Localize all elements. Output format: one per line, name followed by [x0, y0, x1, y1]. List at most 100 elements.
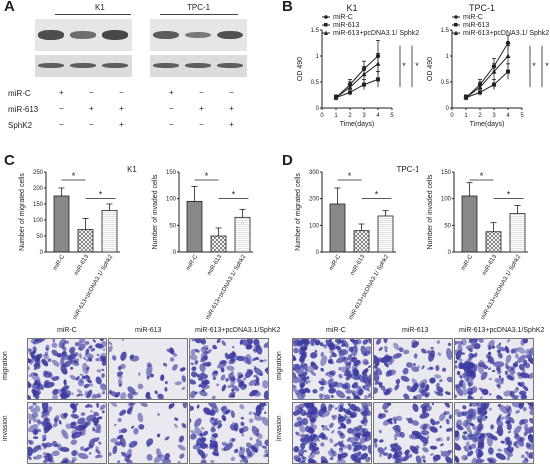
x-tick-label: miR-C [53, 253, 67, 271]
blot-mark: + [59, 88, 64, 97]
bar [186, 200, 203, 253]
series-line [335, 55, 379, 98]
panel-label-d: D [282, 152, 293, 169]
legend-label: miR-C [463, 14, 483, 21]
micrograph-image [27, 338, 107, 400]
legend-marker [324, 23, 328, 27]
micrograph-image [454, 402, 534, 464]
y-tick-label: 0 [173, 250, 177, 256]
legend-marker [454, 23, 458, 27]
blot-mark: + [229, 104, 234, 113]
cell-layer [455, 339, 533, 399]
blot-loading-band [217, 63, 243, 68]
data-point [375, 61, 381, 66]
y-tick-label: 250 [33, 170, 44, 176]
legend-label: miR-613 [463, 22, 490, 29]
y-axis-label: Number of migrated cells [295, 173, 302, 251]
blot-band [102, 30, 128, 40]
blot-row-label: miR-613 [8, 105, 39, 114]
data-point [505, 53, 511, 58]
blot-mark: − [199, 120, 204, 129]
data-point [477, 84, 483, 90]
data-point [463, 95, 469, 100]
micrograph-row-label: migration [276, 351, 283, 380]
x-tick-label: 1 [464, 113, 468, 119]
y-tick-label: 0 [316, 250, 320, 256]
blot-mark: − [199, 88, 204, 97]
blot-mark: − [169, 104, 174, 113]
data-point [491, 69, 497, 74]
y-tick-label: 0 [316, 106, 320, 112]
legend-marker [324, 30, 328, 35]
y-tick-label: 300 [309, 170, 320, 176]
bar [210, 235, 227, 253]
data-point [505, 40, 511, 46]
bar [101, 210, 118, 253]
legend-label: miR-C [333, 14, 353, 21]
x-tick-label: miR-613 [207, 253, 224, 276]
legend-label: miR-613+pcDNA3.1/ Sphk2 [463, 30, 549, 37]
significance-star: * [415, 61, 419, 71]
bar [461, 195, 478, 253]
significance-star: * [375, 189, 379, 199]
bar-chart-k1-migrated: K1 0 50 100 150 200 250 Number of migrated cell… [19, 165, 137, 320]
cell-layer [109, 339, 186, 399]
blot-mark: + [89, 104, 94, 113]
legend-label: miR-613+pcDNA3.1/ Sphk2 [333, 30, 419, 37]
growth-chart-tpc1: TPC-1 0 1 2 3 4 5 0 0.5 1 1.5 Time(days) OD 490 miR-C… [427, 3, 549, 128]
y-tick-label: 0 [446, 106, 450, 112]
significance-star: * [232, 189, 236, 199]
bar [234, 216, 251, 253]
blot-group-k1: K1 [95, 3, 105, 12]
blot-mark: − [89, 120, 94, 129]
x-tick-label: miR-C [461, 253, 475, 271]
blot-mark: − [89, 88, 94, 97]
x-tick-label: 5 [390, 113, 394, 119]
y-tick-label: 1 [316, 54, 320, 60]
x-tick-label: miR-613 [350, 253, 367, 276]
blot-row-label: SphK2 [8, 121, 33, 130]
cell-layer [374, 339, 452, 399]
x-tick-label: 3 [362, 113, 366, 119]
cell-layer [190, 339, 268, 399]
y-axis-label: Number of invaded cells [152, 174, 159, 250]
chart-title: TPC-1 [396, 165, 418, 174]
y-axis-label: OD 490 [427, 57, 434, 81]
bar-chart-tpc1-invaded: 0 50 100 150 Number of invaded cells miR-C miR… [427, 170, 528, 320]
y-tick-label: 100 [33, 218, 44, 224]
series-line [465, 55, 509, 99]
chart-title: K1 [127, 165, 137, 174]
blot-loading-band [102, 63, 128, 68]
data-point [362, 82, 366, 87]
x-axis-label: Time(days) [470, 121, 505, 128]
blot-group-line [55, 14, 131, 15]
blot-loading-band [153, 63, 179, 68]
y-tick-label: 150 [33, 202, 44, 208]
micrograph-image [108, 338, 188, 400]
blot-mark: − [229, 88, 234, 97]
y-axis-label: OD 490 [297, 57, 304, 81]
legend-marker [324, 15, 328, 19]
x-tick-label: miR-613 [482, 253, 499, 276]
cell-layer [293, 403, 371, 463]
cell-layer [293, 339, 371, 399]
significance-star: * [402, 61, 406, 71]
bar [509, 213, 526, 253]
bar [353, 230, 370, 253]
data-point [376, 77, 380, 82]
legend-marker [454, 30, 458, 35]
blot-mark: − [119, 88, 124, 97]
blot-mark: − [59, 104, 64, 113]
y-tick-label: 200 [309, 197, 320, 203]
x-tick-label: 3 [492, 113, 496, 119]
y-tick-label: 200 [33, 186, 44, 192]
bar [329, 203, 346, 253]
y-tick-label: 1.5 [441, 28, 450, 34]
micrograph-col-label: miR-C [57, 327, 77, 334]
y-tick-label: 100 [441, 197, 452, 203]
x-tick-label: 5 [520, 113, 524, 119]
significance-star: * [507, 189, 511, 199]
blot-band [185, 31, 211, 39]
panel-label-c: C [4, 152, 15, 169]
cell-layer [190, 403, 268, 463]
